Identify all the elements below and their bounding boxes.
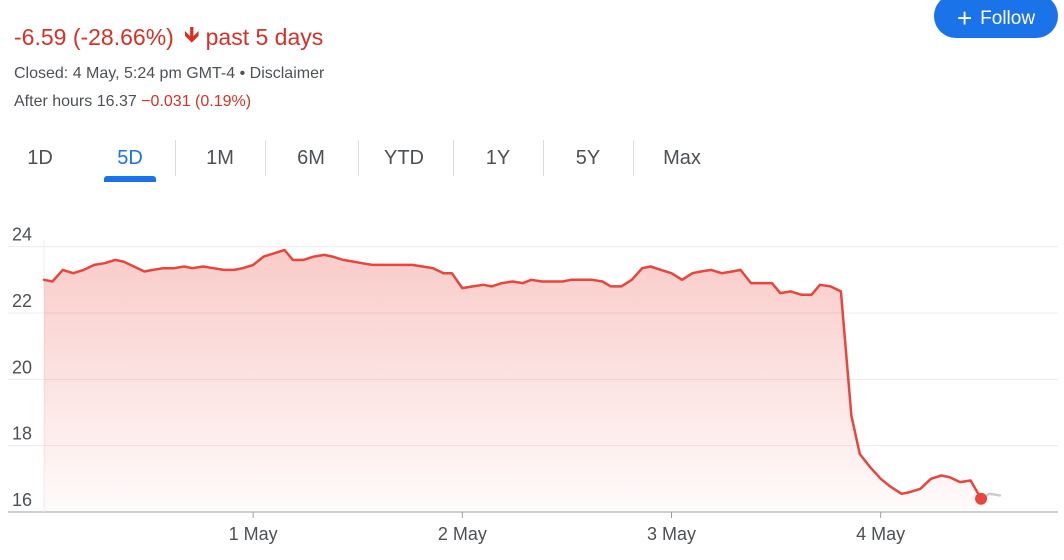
plus-icon: + <box>956 2 973 33</box>
change-period: past 5 days <box>205 23 324 50</box>
active-tab-indicator <box>104 176 156 182</box>
tab-1y[interactable]: 1Y <box>485 146 511 169</box>
tab-divider <box>175 140 176 176</box>
price-change: -6.59 (-28.66%) 🡻 past 5 days <box>14 18 323 56</box>
series-area-fill <box>44 250 982 512</box>
tab-max[interactable]: Max <box>663 146 701 169</box>
x-tick-label: 4 May <box>856 524 905 544</box>
after-hours-price: After hours 16.37 <box>14 93 137 110</box>
x-axis-labels: 1 May 2 May 3 May 4 May <box>229 524 906 544</box>
change-value: -6.59 (-28.66%) <box>14 23 174 50</box>
follow-label: Follow <box>980 7 1036 29</box>
disclaimer-link[interactable]: Disclaimer <box>249 65 325 82</box>
tab-5d[interactable]: 5D <box>117 146 143 169</box>
x-tick-label: 3 May <box>647 524 696 544</box>
y-tick-label: 16 <box>12 490 32 510</box>
x-tick-label: 1 May <box>229 524 278 544</box>
after-hours-info: After hours 16.37 −0.031 (0.19%) <box>14 93 251 111</box>
follow-button[interactable]: + Follow <box>934 0 1058 38</box>
series-line-price <box>42 248 983 500</box>
tab-1m[interactable]: 1M <box>206 146 234 169</box>
tab-ytd[interactable]: YTD <box>384 146 424 169</box>
after-hours-change: −0.031 (0.19%) <box>141 93 252 110</box>
tab-divider <box>633 140 634 176</box>
x-tick-label: 2 May <box>438 524 487 544</box>
tab-divider <box>358 140 359 176</box>
tab-divider <box>265 140 266 176</box>
closed-info: Closed: 4 May, 5:24 pm GMT-4 • Disclaime… <box>14 65 324 83</box>
tab-5y[interactable]: 5Y <box>575 146 601 169</box>
chart-lines <box>42 248 1002 505</box>
tab-1d[interactable]: 1D <box>27 146 53 169</box>
chart-area <box>44 250 982 512</box>
y-tick-label: 18 <box>12 424 32 444</box>
y-axis-labels: 16 18 20 22 24 <box>12 225 32 510</box>
last-price-point <box>975 492 988 505</box>
tab-divider <box>543 140 544 176</box>
tab-divider <box>453 140 454 176</box>
tab-6m[interactable]: 6M <box>297 146 325 169</box>
bullet: • <box>239 65 246 82</box>
y-tick-label: 20 <box>12 357 32 377</box>
closed-text: Closed: 4 May, 5:24 pm GMT-4 <box>14 65 236 82</box>
arrow-down-icon: 🡻 <box>183 22 200 47</box>
y-tick-label: 22 <box>12 291 32 311</box>
y-tick-label: 24 <box>12 225 32 245</box>
range-tabs: 1D 5D 1M 6M YTD 1Y 5Y Max <box>0 136 740 186</box>
